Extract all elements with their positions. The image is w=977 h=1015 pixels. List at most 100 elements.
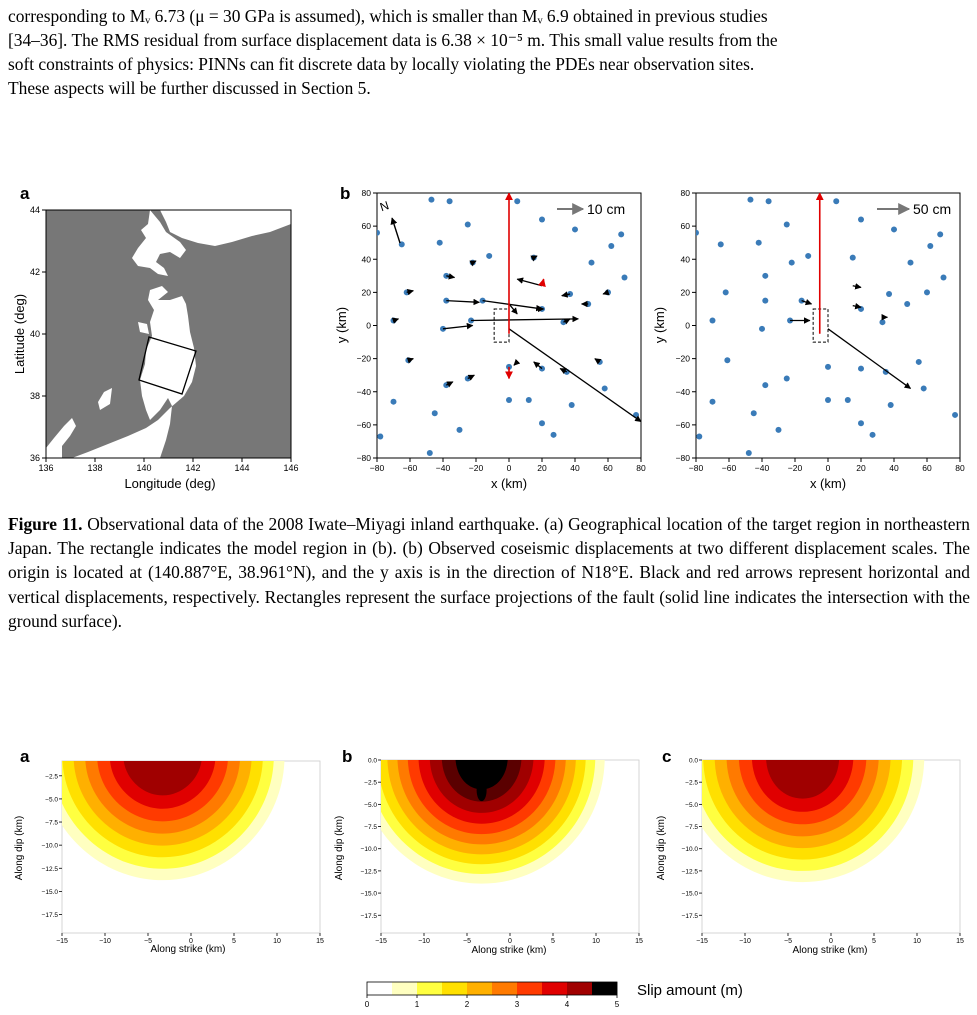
- y-tick-label: 60: [362, 221, 372, 231]
- sado-island: [98, 388, 112, 410]
- gnss-station: [486, 252, 493, 259]
- y-tick-label: −2.5: [45, 773, 58, 780]
- horizontal-displacement-arrow: [508, 328, 641, 423]
- y-tick-label: −15.0: [682, 891, 699, 898]
- y-tick-label: 0.0: [368, 758, 377, 765]
- y-tick-label: −12.5: [682, 868, 699, 875]
- scale-label-50cm: 50 cm: [913, 201, 951, 217]
- horizontal-displacement-arrow: [482, 300, 543, 312]
- plot-xlabel: x (km): [810, 476, 846, 491]
- gnss-station: [390, 398, 397, 405]
- gnss-station: [618, 231, 625, 238]
- horizontal-displacement-arrow: [516, 277, 543, 287]
- vertical-displacement-arrow: [538, 278, 546, 288]
- y-tick-label: −80: [676, 453, 691, 463]
- oga-peninsula: [138, 322, 149, 334]
- y-tick-label: 40: [362, 254, 372, 264]
- gnss-station: [762, 272, 769, 279]
- x-tick-label: −20: [469, 463, 484, 473]
- x-tick-label: 138: [87, 463, 102, 473]
- gnss-station: [762, 382, 769, 389]
- x-tick-label: 10: [913, 938, 921, 945]
- gnss-station: [805, 252, 812, 259]
- colorbar-tick-label: 3: [515, 1000, 520, 1009]
- slip-contour-band: [455, 760, 508, 790]
- north-label: N: [378, 198, 391, 214]
- caption-label: Figure 11.: [8, 514, 83, 534]
- gnss-station: [882, 368, 889, 375]
- y-tick-label: −10.0: [682, 846, 699, 853]
- x-tick-label: 144: [234, 463, 249, 473]
- gnss-station: [887, 402, 894, 408]
- gnss-station: [762, 297, 769, 304]
- colorbar-frame: [366, 981, 618, 996]
- gnss-station: [849, 254, 856, 261]
- y-tick-label: −5.0: [685, 802, 698, 809]
- x-tick-label: −5: [463, 938, 471, 945]
- x-tick-label: 20: [856, 463, 866, 473]
- panel-letter-a: a: [20, 184, 30, 203]
- x-tick-label: 0: [507, 463, 512, 473]
- gnss-station: [747, 196, 754, 203]
- y-tick-label: 0.0: [689, 758, 698, 765]
- gnss-station: [709, 317, 716, 324]
- horizontal-displacement-arrow: [602, 289, 610, 296]
- x-tick-label: −20: [788, 463, 803, 473]
- x-tick-label: −15: [56, 938, 68, 945]
- y-tick-label: 44: [30, 205, 40, 215]
- horizontal-displacement-arrow: [594, 358, 602, 365]
- y-tick-label: −17.5: [42, 912, 59, 919]
- y-tick-label: 80: [362, 188, 372, 198]
- x-tick-label: 10: [273, 938, 281, 945]
- model-region-rectangle: [138, 336, 197, 395]
- x-tick-label: −40: [436, 463, 451, 473]
- y-tick-label: 20: [362, 287, 372, 297]
- x-tick-label: 15: [316, 938, 324, 945]
- slip-ylabel: Along dip (km): [656, 816, 667, 880]
- gnss-station: [539, 216, 545, 223]
- y-tick-label: −40: [357, 387, 372, 397]
- x-tick-label: −15: [375, 938, 387, 945]
- x-tick-label: −5: [144, 938, 152, 945]
- slip-colorbar: 0 1 2 3 4 5 Slip amount (m): [365, 981, 743, 1009]
- gnss-station: [924, 289, 930, 296]
- colorbar-swatch: [417, 982, 443, 995]
- gnss-station: [709, 398, 716, 405]
- y-tick-label: −2.5: [685, 780, 698, 787]
- gnss-station: [869, 431, 876, 438]
- caption-text: Observational data of the 2008 Iwate–Miy…: [8, 514, 970, 631]
- gnss-station: [696, 229, 699, 236]
- gnss-station: [525, 397, 532, 404]
- panel-letter: b: [342, 747, 352, 766]
- gnss-station: [920, 385, 927, 392]
- gnss-station: [775, 426, 782, 433]
- y-tick-label: −15.0: [361, 891, 378, 898]
- colorbar-ticks: 0 1 2 3 4 5: [365, 995, 620, 1009]
- slip-contours: [381, 760, 605, 884]
- colorbar-swatch: [392, 982, 418, 995]
- y-tick-label: 0: [685, 321, 690, 331]
- gnss-station: [608, 243, 615, 249]
- y-tick-label: −12.5: [361, 868, 378, 875]
- y-tick-label: −60: [357, 420, 372, 430]
- y-tick-label: −20: [676, 354, 691, 364]
- horizontal-displacement-arrow: [469, 260, 477, 267]
- fig11-panel-b-50cm: −80 −60 −40 −20 0 20 40 60 80 80 60 40 20 0 −20 −40 −60 −…: [652, 188, 965, 491]
- gnss-station: [940, 274, 947, 281]
- y-tick-label: −7.5: [685, 824, 698, 831]
- colorbar-swatches: [367, 982, 618, 995]
- horizontal-displacement-arrow: [471, 315, 579, 323]
- panel-letter: c: [662, 747, 671, 766]
- colorbar-swatch: [442, 982, 468, 995]
- x-tick-label: 0: [829, 938, 833, 945]
- gnss-station: [915, 358, 922, 365]
- slip-xlabel: Along strike (km): [150, 944, 225, 955]
- colorbar-swatch: [592, 982, 618, 995]
- x-tick-label: 5: [232, 938, 236, 945]
- y-tick-label: 80: [681, 188, 691, 198]
- gnss-station: [568, 402, 575, 408]
- x-tick-label: 60: [922, 463, 932, 473]
- slip-ylabel: Along dip (km): [14, 816, 25, 880]
- horizontal-displacement-arrow: [801, 299, 813, 306]
